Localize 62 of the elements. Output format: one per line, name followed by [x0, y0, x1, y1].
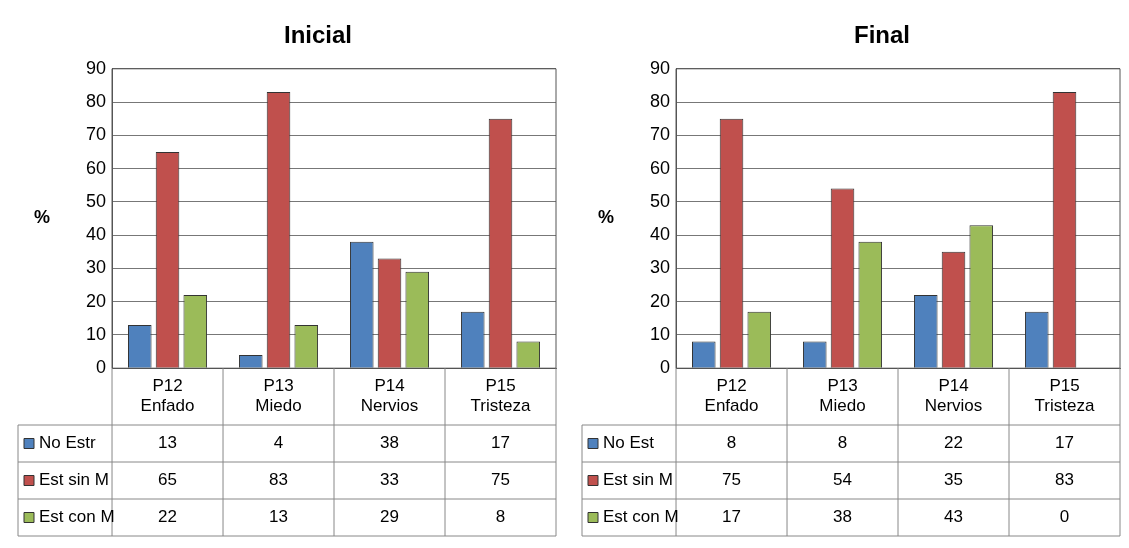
data-label: 13: [269, 507, 288, 527]
data-label: 75: [491, 470, 510, 490]
y-axis-title: %: [597, 207, 615, 228]
legend-label: Est con M: [603, 507, 679, 527]
data-label: 8: [837, 433, 848, 453]
y-tick-label: 90: [649, 57, 671, 78]
x-tick-label: P14 Nervios: [924, 376, 983, 416]
y-tick-label: 20: [649, 290, 671, 311]
data-label: 29: [380, 507, 399, 527]
y-tick-label: 50: [649, 190, 671, 211]
y-tick-label: 70: [649, 124, 671, 145]
y-tick-label: 80: [649, 91, 671, 112]
data-label: 38: [380, 433, 399, 453]
data-label: 8: [495, 507, 506, 527]
legend-label: Est sin M: [603, 470, 673, 490]
y-tick-label: 10: [649, 323, 671, 344]
data-label: 17: [722, 507, 741, 527]
y-tick-label: 40: [649, 224, 671, 245]
data-label: 35: [944, 470, 963, 490]
data-label: 33: [380, 470, 399, 490]
legend-label: No Est: [603, 433, 655, 453]
data-label: 38: [833, 507, 852, 527]
x-tick-label: P15 Tristeza: [1034, 376, 1095, 416]
y-tick-label: 50: [85, 190, 107, 211]
legend-label: Est sin M: [39, 470, 109, 490]
data-label: 4: [273, 433, 284, 453]
data-label: 22: [158, 507, 177, 527]
data-label: 0: [1059, 507, 1070, 527]
y-tick-label: 10: [85, 323, 107, 344]
y-tick-label: 60: [85, 157, 107, 178]
data-label: 43: [944, 507, 963, 527]
data-label: 75: [722, 470, 741, 490]
data-label: 8: [726, 433, 737, 453]
data-label: 22: [944, 433, 963, 453]
legend-label: Est con M: [39, 507, 115, 527]
y-tick-label: 30: [85, 257, 107, 278]
data-label: 17: [491, 433, 510, 453]
x-tick-label: P15 Tristeza: [470, 376, 531, 416]
data-label: 83: [1055, 470, 1074, 490]
y-tick-label: 40: [85, 224, 107, 245]
y-tick-label: 90: [85, 57, 107, 78]
data-label: 83: [269, 470, 288, 490]
y-tick-label: 80: [85, 91, 107, 112]
y-tick-label: 20: [85, 290, 107, 311]
x-tick-label: P12 Enfado: [704, 376, 759, 416]
data-label: 17: [1055, 433, 1074, 453]
y-tick-label: 70: [85, 124, 107, 145]
data-label: 65: [158, 470, 177, 490]
y-axis-title: %: [33, 207, 51, 228]
data-label: 13: [158, 433, 177, 453]
chart-title: Final: [853, 21, 911, 49]
legend-label: No Estr: [39, 433, 97, 453]
x-tick-label: P13 Miedo: [255, 376, 302, 416]
x-tick-label: P14 Nervios: [360, 376, 419, 416]
y-tick-label: 0: [660, 357, 671, 378]
y-tick-label: 60: [649, 157, 671, 178]
y-tick-label: 30: [649, 257, 671, 278]
x-tick-label: P12 Enfado: [140, 376, 195, 416]
chart-title: Inicial: [283, 21, 353, 49]
x-tick-label: P13 Miedo: [819, 376, 866, 416]
y-tick-label: 0: [96, 357, 107, 378]
data-label: 54: [833, 470, 852, 490]
